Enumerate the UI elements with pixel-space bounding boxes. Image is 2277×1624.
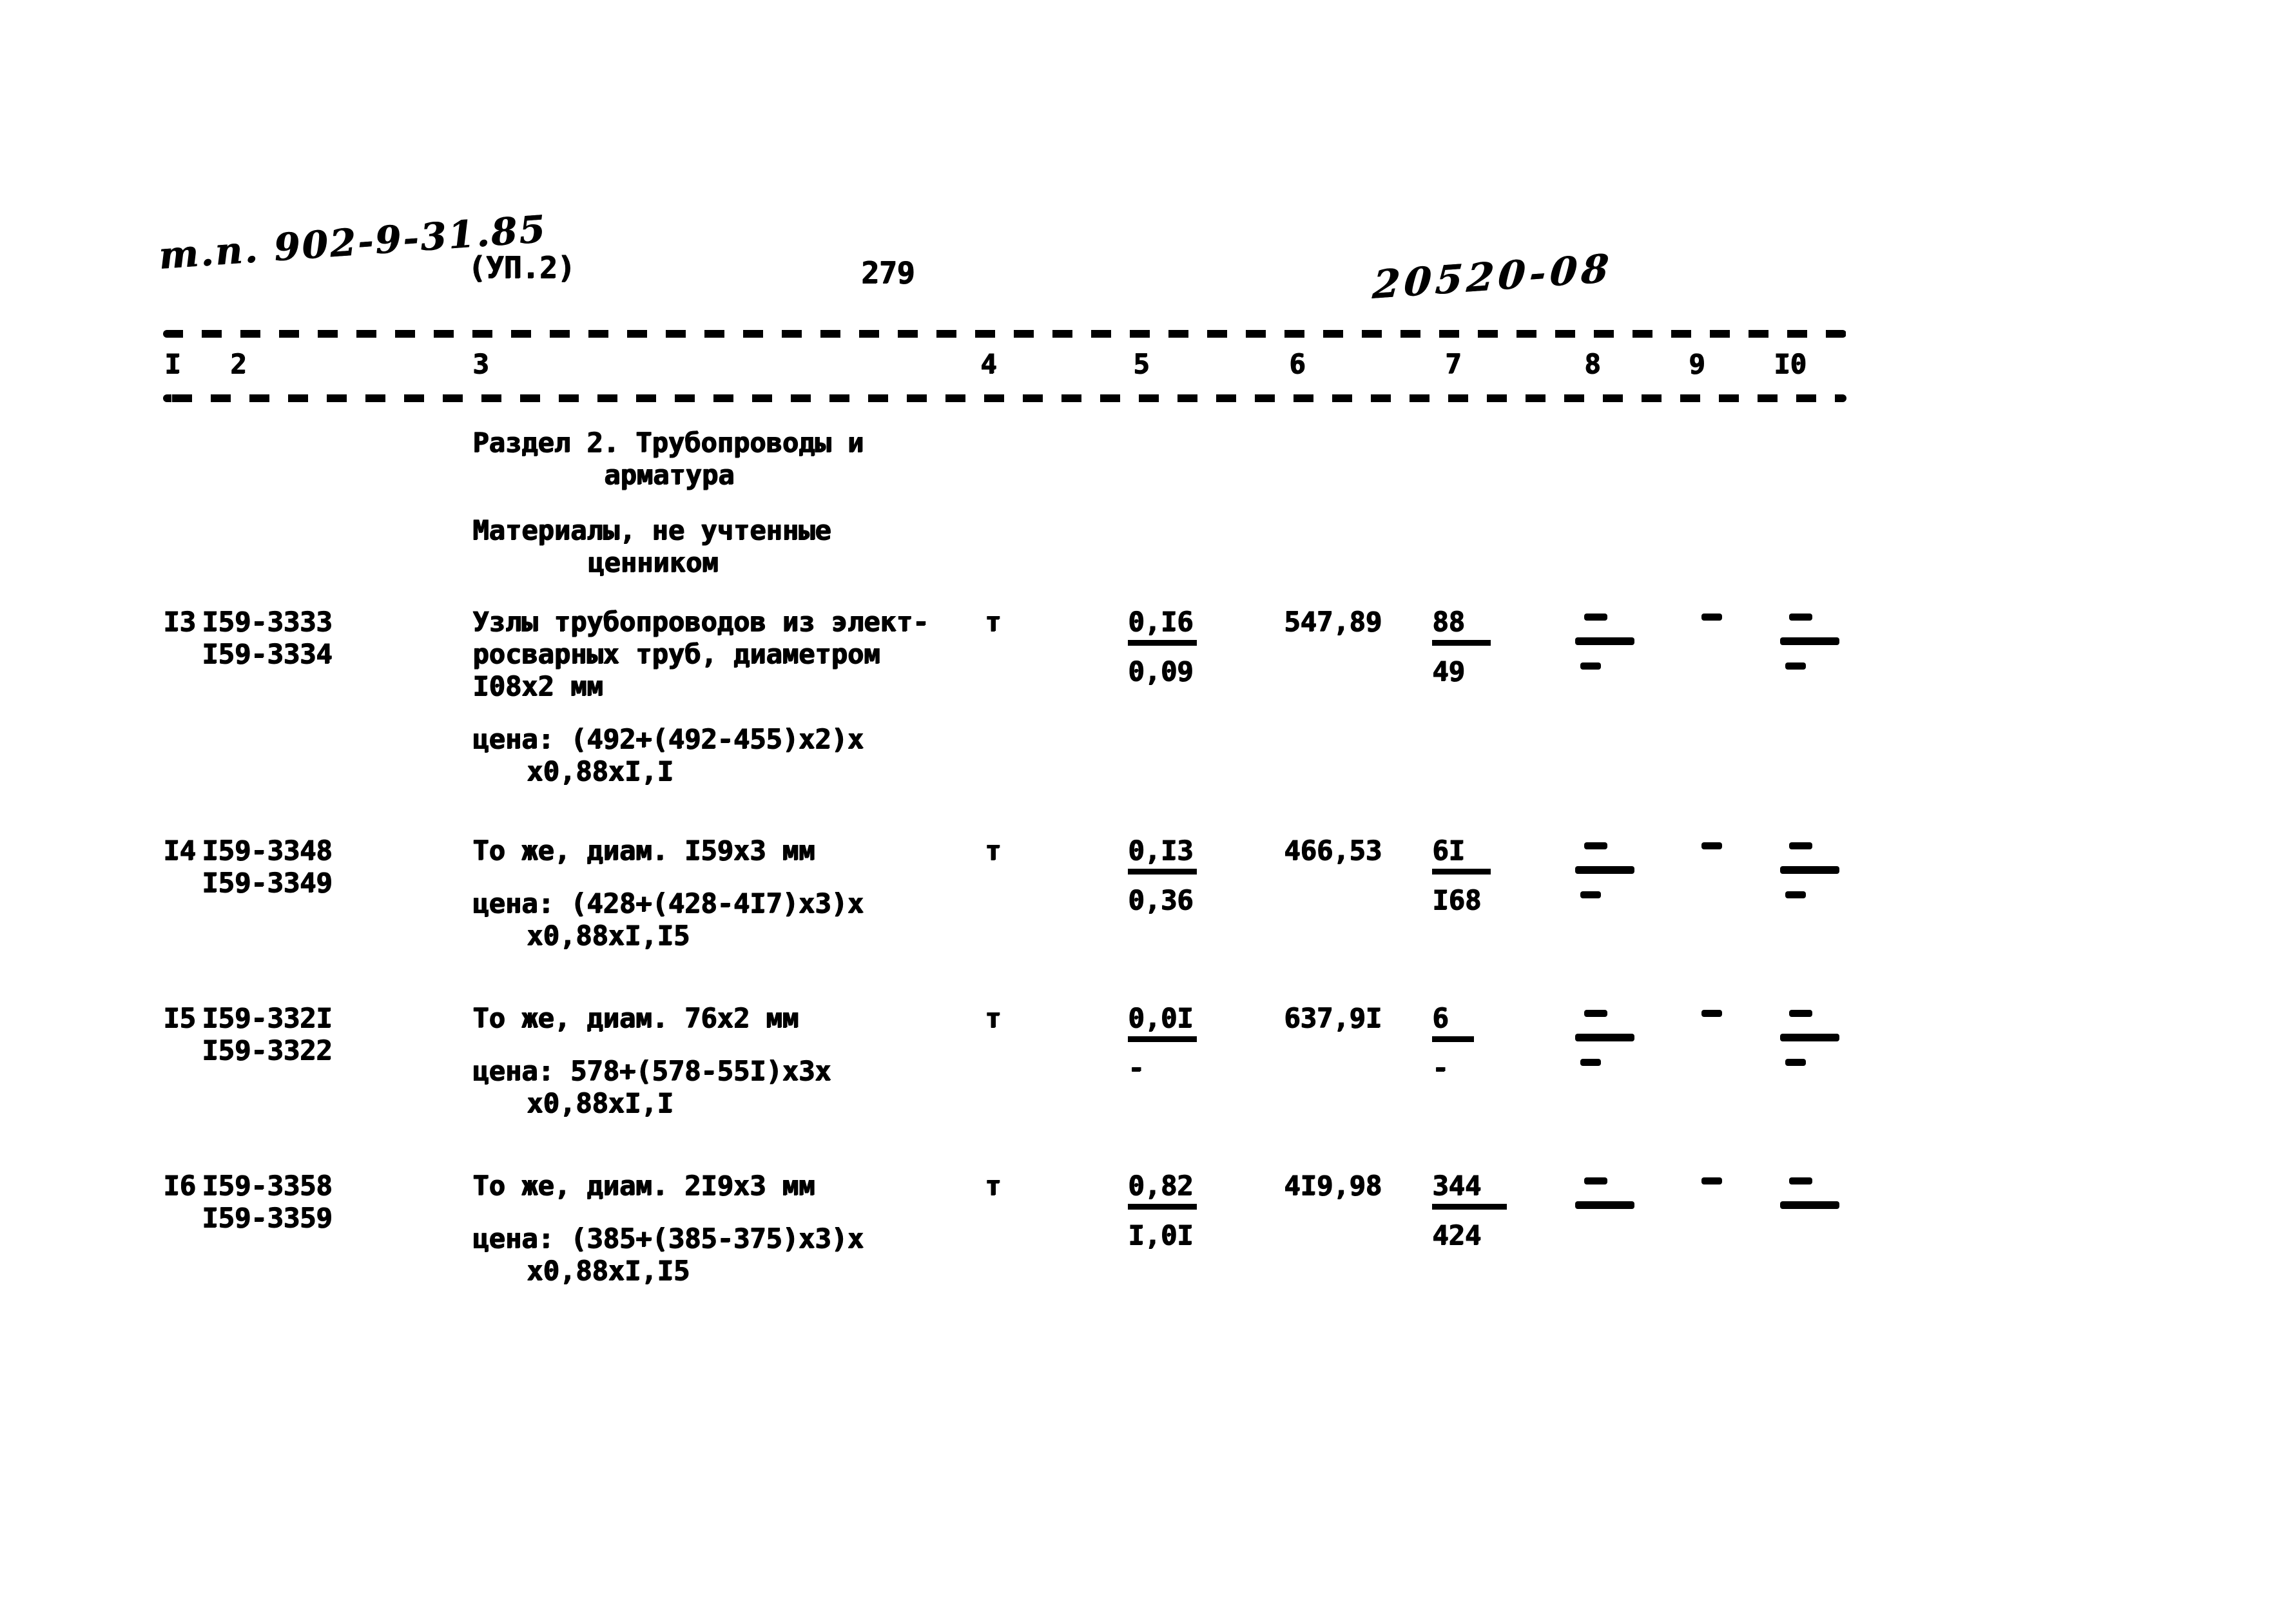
price-formula: цена: (492+(492-455)x2)x x0,88xI,I	[472, 723, 864, 787]
quantity-cell: 0,0I -	[1128, 1002, 1197, 1084]
column-number-7: 7	[1445, 348, 1462, 380]
section-subtitle-line2: ценником	[587, 546, 719, 578]
column-number-4: 4	[980, 348, 997, 380]
pricelist-codes: I59-332I I59-3322	[202, 1002, 333, 1066]
no-data-mark	[1780, 842, 1839, 898]
page-number: 279	[861, 255, 915, 290]
dashed-rule-bottom	[163, 394, 1846, 402]
section-title-line1: Раздел 2. Трубопроводы и	[472, 427, 864, 458]
item-number: I3	[163, 606, 196, 637]
item-number: I5	[163, 1002, 196, 1034]
no-data-mark	[1780, 1177, 1839, 1209]
unit-price-cell: 637,9I	[1284, 1002, 1382, 1034]
no-data-mark	[1780, 1010, 1839, 1066]
unit-cell: т	[985, 606, 1002, 637]
no-data-mark	[1780, 614, 1839, 670]
column-number-1: I	[164, 348, 181, 380]
column-number-8: 8	[1584, 348, 1601, 380]
dash-mark	[1701, 614, 1722, 621]
pricelist-codes: I59-3358 I59-3359	[202, 1170, 333, 1233]
pricelist-codes: I59-3348 I59-3349	[202, 835, 333, 898]
no-data-mark	[1575, 614, 1634, 670]
dash-mark	[1701, 1177, 1722, 1184]
series-code: (УП.2)	[468, 250, 576, 285]
no-data-mark	[1575, 842, 1634, 898]
item-description: То же, диам. I59x3 мм цена: (428+(428-4I…	[472, 835, 864, 951]
item-description: Узлы трубопроводов из элект- росварных т…	[472, 606, 929, 787]
section-subtitle-line1: Материалы, не учтенные	[472, 514, 831, 546]
column-number-2: 2	[230, 348, 247, 380]
column-number-3: 3	[472, 348, 489, 380]
price-formula: цена: 578+(578-55I)x3x x0,88xI,I	[472, 1055, 831, 1119]
no-data-mark	[1575, 1177, 1634, 1209]
quantity-cell: 0,I6 0,09	[1128, 606, 1197, 688]
no-data-mark	[1575, 1010, 1634, 1066]
item-number: I6	[163, 1170, 196, 1201]
quantity-cell: 0,82 I,0I	[1128, 1170, 1197, 1252]
column-number-9: 9	[1689, 348, 1705, 380]
total-cell: 88 49	[1432, 606, 1491, 688]
item-description: То же, диам. 76x2 мм цена: 578+(578-55I)…	[472, 1002, 831, 1119]
document-number-stamp: 20520-08	[1371, 246, 1614, 309]
total-cell: 344 424	[1432, 1170, 1507, 1252]
column-number-5: 5	[1133, 348, 1150, 380]
unit-cell: т	[985, 1170, 1002, 1201]
column-number-10: I0	[1774, 348, 1807, 380]
item-description: То же, диам. 2I9x3 мм цена: (385+(385-37…	[472, 1170, 864, 1286]
price-formula: цена: (385+(385-375)x3)x x0,88xI,I5	[472, 1223, 864, 1286]
pricelist-codes: I59-3333 I59-3334	[202, 606, 333, 670]
column-number-6: 6	[1289, 348, 1306, 380]
total-cell: 6 -	[1432, 1002, 1475, 1084]
unit-cell: т	[985, 835, 1002, 866]
quantity-cell: 0,I3 0,36	[1128, 835, 1197, 916]
item-number: I4	[163, 835, 196, 866]
dash-mark	[1701, 842, 1722, 849]
unit-price-cell: 4I9,98	[1284, 1170, 1382, 1201]
price-formula: цена: (428+(428-4I7)x3)x x0,88xI,I5	[472, 887, 864, 951]
unit-cell: т	[985, 1002, 1002, 1034]
dashed-rule-top	[163, 330, 1846, 338]
dash-mark	[1701, 1010, 1722, 1017]
section-title: Раздел 2. Трубопроводы и арматура	[472, 427, 866, 491]
total-cell: 6I I68	[1432, 835, 1491, 916]
unit-price-cell: 547,89	[1284, 606, 1382, 637]
section-subtitle: Материалы, не учтенные ценником	[472, 514, 833, 579]
unit-price-cell: 466,53	[1284, 835, 1382, 866]
section-title-line2: арматура	[603, 459, 735, 490]
